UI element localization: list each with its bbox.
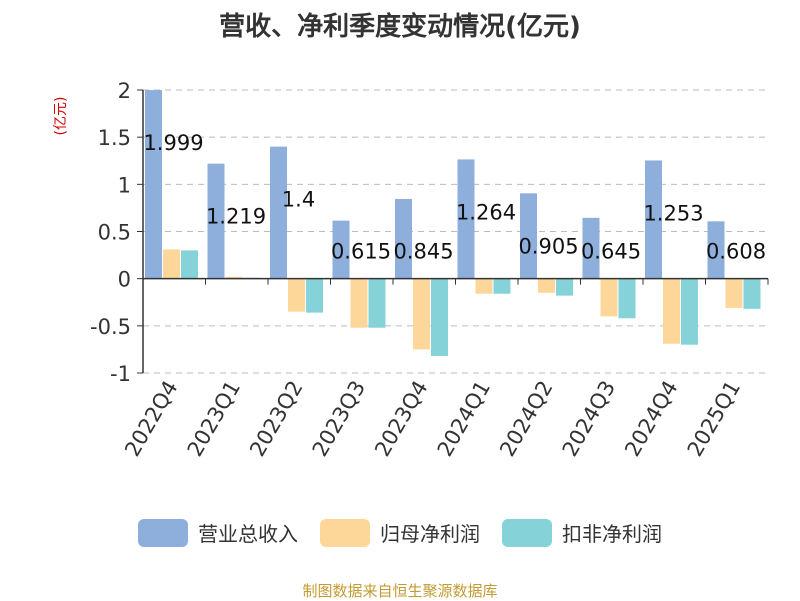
y-tick-label: -1 (110, 362, 131, 386)
legend-swatch-revenue (138, 518, 188, 547)
data-label-2023Q3: 0.615 (331, 240, 391, 264)
data-source-note: 制图数据来自恒生聚源数据库 (302, 582, 498, 600)
y-tick-label: 0.5 (98, 221, 131, 245)
y-tick-label: 0 (118, 268, 131, 292)
data-label-2023Q4: 0.845 (393, 240, 453, 264)
x-tick-label-2023Q4: 2023Q4 (370, 377, 432, 461)
data-label-2023Q1: 1.219 (206, 205, 266, 229)
bar-2024Q2-0 (520, 193, 537, 279)
x-tick-label-2022Q4: 2022Q4 (120, 377, 182, 461)
bar-2025Q1-2 (743, 278, 761, 309)
bar-2024Q4-2 (681, 278, 698, 345)
x-tick-label-2023Q1: 2023Q1 (183, 377, 245, 461)
bar-2022Q4-2 (181, 250, 198, 279)
x-tick-label-2023Q3: 2023Q3 (308, 377, 370, 461)
bar-2022Q4-1 (163, 249, 180, 279)
x-tick-label-2024Q1: 2024Q1 (433, 377, 495, 461)
bar-2025Q1-0 (707, 221, 725, 279)
bar-2023Q2-0 (270, 146, 287, 279)
bar-2023Q4-2 (431, 278, 448, 357)
data-label-2024Q4: 1.253 (643, 201, 703, 225)
legend: 营业总收入 归母净利润 扣非净利润 (0, 518, 800, 547)
bar-2023Q1-0 (207, 163, 225, 279)
bar-2023Q4-1 (413, 278, 430, 350)
legend-item-deducted-net-profit[interactable]: 扣非净利润 (502, 518, 662, 547)
bar-2024Q1-1 (475, 278, 493, 294)
bar-2024Q3-2 (618, 278, 636, 319)
x-tick-label-2025Q1: 2025Q1 (683, 377, 745, 461)
bar-2024Q4-0 (645, 160, 662, 279)
y-tick-label: 2 (118, 79, 131, 103)
bar-2023Q3-1 (350, 278, 368, 328)
legend-swatch-net-profit (320, 518, 370, 547)
x-tick-label-2024Q3: 2024Q3 (558, 377, 620, 461)
x-tick-label-2023Q2: 2023Q2 (245, 377, 307, 461)
bar-2024Q3-1 (600, 278, 618, 317)
legend-label-net-profit: 归母净利润 (380, 522, 480, 546)
bar-2023Q4-0 (395, 198, 412, 279)
data-label-2022Q4: 1.999 (143, 131, 203, 155)
bar-2023Q2-1 (288, 278, 305, 312)
bar-2024Q3-0 (582, 217, 600, 279)
legend-label-deducted-net-profit: 扣非净利润 (562, 522, 662, 546)
y-tick-label: 1.5 (98, 126, 131, 150)
data-label-2024Q3: 0.645 (581, 240, 641, 264)
bar-2023Q3-2 (368, 278, 386, 328)
y-tick-label: 1 (118, 173, 131, 197)
bar-2023Q2-2 (306, 278, 323, 313)
legend-item-revenue[interactable]: 营业总收入 (138, 518, 298, 547)
bar-2022Q4-0 (145, 90, 162, 279)
legend-swatch-deducted-net-profit (502, 518, 552, 547)
x-tick-label-2024Q4: 2024Q4 (620, 377, 682, 461)
bar-2024Q1-2 (493, 278, 511, 294)
x-tick-label-2024Q2: 2024Q2 (495, 377, 557, 461)
bar-2024Q2-1 (538, 278, 555, 293)
bar-2024Q2-2 (556, 278, 573, 296)
legend-item-net-profit[interactable]: 归母净利润 (320, 518, 480, 547)
bar-2024Q4-1 (663, 278, 680, 344)
legend-label-revenue: 营业总收入 (198, 522, 298, 546)
bar-2024Q1-0 (457, 159, 475, 279)
data-label-2023Q2: 1.4 (282, 188, 315, 212)
chart-title: 营收、净利季度变动情况(亿元) (219, 12, 581, 42)
data-label-2024Q2: 0.905 (518, 234, 578, 258)
bar-2023Q3-0 (332, 220, 350, 279)
data-label-2024Q1: 1.264 (456, 200, 516, 224)
y-tick-label: -0.5 (90, 315, 131, 339)
bar-2025Q1-1 (725, 278, 743, 308)
data-label-2025Q1: 0.608 (706, 240, 766, 264)
bar-2023Q1-1 (225, 276, 243, 279)
